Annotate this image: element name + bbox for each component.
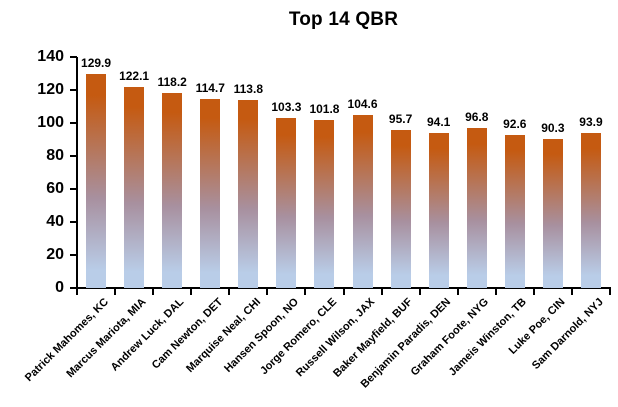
bar [124,86,145,288]
y-axis-tick [70,221,77,223]
value-label: 122.1 [119,68,150,83]
bar [390,130,411,288]
bar [352,115,373,288]
x-axis-tick [228,289,231,295]
x-axis-tick [380,289,383,295]
x-axis-tick [342,289,345,295]
x-axis-line [76,287,611,289]
x-axis-tick [114,289,117,295]
y-tick-label: 20 [46,246,64,263]
value-label: 103.3 [271,99,302,114]
value-label: 90.3 [541,121,565,135]
value-label: 95.7 [388,112,413,127]
bar [162,92,183,288]
bar [542,139,563,288]
value-label: 118.2 [157,74,187,89]
y-tick-label: 60 [46,180,64,197]
y-axis-tick [70,122,77,124]
value-label: 113.8 [233,82,263,97]
x-axis-tick [570,289,573,295]
bar [200,98,221,288]
y-axis-tick [70,56,77,58]
value-label: 93.9 [579,115,603,130]
bar [314,120,335,288]
bar [86,73,107,288]
x-axis-tick [456,289,459,295]
y-axis-line [76,57,78,290]
x-category-label: Cam Newton, DET [149,296,225,372]
bar [466,128,487,288]
y-tick-label: 80 [46,147,64,164]
y-axis-tick [70,188,77,190]
x-axis-tick [266,289,269,295]
x-axis-tick [304,289,307,295]
value-label: 101.8 [309,102,340,117]
y-tick-label: 120 [37,81,64,98]
x-category-label: Andrew Luck, DAL [109,296,187,374]
bar [580,133,601,288]
y-tick-label: 0 [55,279,64,296]
value-label: 114.7 [195,80,225,95]
x-axis-tick [418,289,421,295]
value-label: 92.6 [503,117,527,132]
bar [428,132,449,288]
bar [504,135,525,288]
x-axis-tick [76,289,78,295]
value-label: 96.8 [465,110,489,125]
y-axis-tick [70,254,77,256]
y-axis-tick [70,89,77,91]
value-label: 129.9 [81,55,112,70]
y-axis-tick [70,155,77,157]
x-axis-tick [532,289,535,295]
x-category-label: Sam Darnold, NYJ [529,296,606,372]
y-tick-label: 40 [46,213,64,230]
bar [238,100,259,288]
value-label: 104.6 [347,97,378,112]
bar [276,117,297,288]
x-category-label: Marquise Neal, CHI [183,296,263,375]
x-axis-tick [609,289,611,295]
y-tick-label: 140 [37,48,64,65]
value-label: 94.1 [426,114,451,129]
y-axis-tick [70,287,77,289]
x-axis-tick [152,289,155,295]
x-category-label: Hansen Spoon, NO [221,296,301,375]
y-tick-label: 100 [37,114,64,131]
x-axis-tick [494,289,497,295]
chart-title: Top 14 QBR [288,9,399,30]
x-axis-tick [190,289,193,295]
